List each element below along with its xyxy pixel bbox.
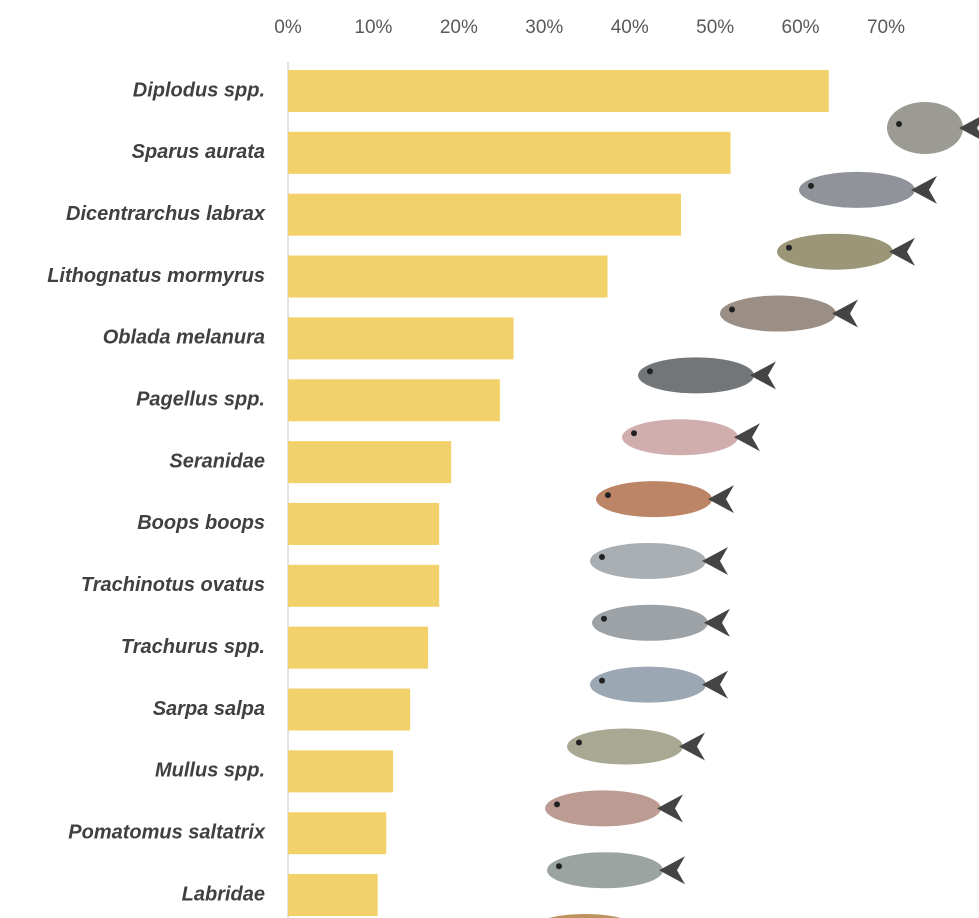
fish-illustration bbox=[638, 357, 754, 394]
fish-eye bbox=[601, 615, 607, 622]
x-tick-label: 50% bbox=[696, 17, 734, 38]
bar bbox=[288, 131, 731, 174]
fish-illustration bbox=[887, 102, 963, 154]
bar bbox=[288, 812, 387, 855]
fish-tail bbox=[659, 856, 685, 885]
y-tick-label: Pomatomus saltatrix bbox=[68, 821, 266, 843]
y-tick-label: Lithognatus mormyrus bbox=[47, 265, 265, 287]
fish-tail bbox=[679, 732, 705, 761]
fish-tail bbox=[832, 299, 858, 328]
fish-eye bbox=[808, 182, 814, 189]
y-tick-label: Boops boops bbox=[137, 512, 265, 534]
bar bbox=[288, 255, 608, 298]
fish-eye bbox=[729, 306, 735, 313]
y-tick-label: Sarpa salpa bbox=[153, 698, 265, 720]
fish-illustration bbox=[622, 419, 738, 456]
bar bbox=[288, 626, 429, 669]
fish-eye bbox=[631, 430, 637, 437]
fish-tail bbox=[702, 546, 728, 575]
fish-illustration bbox=[590, 666, 706, 703]
y-tick-label: Labridae bbox=[182, 883, 265, 905]
fish-eye bbox=[554, 801, 560, 808]
x-tick-label: 70% bbox=[867, 17, 905, 38]
bar bbox=[288, 688, 411, 731]
bar bbox=[288, 193, 681, 236]
x-tick-label: 30% bbox=[525, 17, 563, 38]
bar bbox=[288, 317, 514, 360]
fish-illustration bbox=[799, 171, 915, 208]
x-tick-label: 0% bbox=[274, 17, 302, 38]
y-tick-label: Seranidae bbox=[169, 450, 265, 472]
y-tick-label: Diplodus spp. bbox=[133, 79, 265, 101]
fish-eye bbox=[576, 739, 582, 746]
bar bbox=[288, 70, 829, 112]
fish-illustration bbox=[545, 790, 661, 827]
x-tick-label: 40% bbox=[611, 17, 649, 38]
fish-eye bbox=[556, 863, 562, 870]
bar bbox=[288, 564, 440, 607]
y-tick-label: Trachurus spp. bbox=[121, 636, 265, 658]
fish-eye bbox=[786, 244, 792, 251]
fish-tail bbox=[959, 117, 979, 139]
fish-illustration bbox=[547, 852, 663, 889]
y-tick-label: Mullus spp. bbox=[155, 760, 265, 782]
fish-illustration bbox=[777, 233, 893, 270]
bar bbox=[288, 874, 378, 917]
x-tick-label: 20% bbox=[440, 17, 478, 38]
fish-tail bbox=[734, 423, 760, 452]
fish-tail bbox=[889, 237, 915, 266]
bar bbox=[288, 441, 452, 484]
fish-eye bbox=[896, 121, 902, 127]
fish-illustration bbox=[592, 604, 708, 641]
y-tick-label: Oblada melanura bbox=[103, 327, 265, 349]
bar bbox=[288, 750, 394, 793]
fish-illustration bbox=[548, 914, 622, 918]
fish-illustration bbox=[567, 728, 683, 765]
fish-eye bbox=[647, 368, 653, 375]
bar bbox=[288, 379, 500, 422]
y-tick-label: Trachinotus ovatus bbox=[81, 574, 265, 596]
fish-tail bbox=[704, 608, 730, 637]
fish-tail bbox=[911, 175, 937, 204]
x-tick-label: 60% bbox=[782, 17, 820, 38]
fish-illustration bbox=[590, 542, 706, 579]
fish-eye bbox=[599, 677, 605, 684]
fish-illustration bbox=[596, 481, 712, 518]
y-tick-label: Sparus aurata bbox=[132, 141, 265, 163]
fish-illustration bbox=[720, 295, 836, 332]
fish-tail bbox=[708, 485, 734, 514]
y-tick-label: Dicentrarchus labrax bbox=[66, 203, 266, 225]
y-tick-label: Pagellus spp. bbox=[136, 389, 265, 411]
fish-eye bbox=[605, 492, 611, 499]
bar bbox=[288, 502, 440, 545]
fish-tail bbox=[750, 361, 776, 390]
fish-tail bbox=[702, 670, 728, 699]
fish-eye bbox=[599, 553, 605, 560]
x-tick-label: 10% bbox=[354, 17, 392, 38]
fish-tail bbox=[657, 794, 683, 823]
